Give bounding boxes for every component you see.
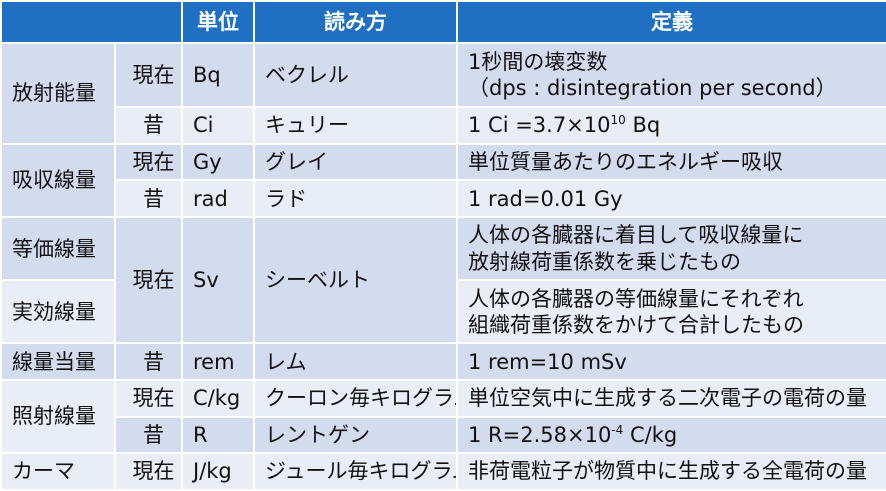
era-cell: 昔 — [114, 415, 183, 455]
definition-suffix: C/kg — [623, 422, 678, 447]
era-cell: 昔 — [114, 106, 183, 145]
table-row: 実効線量 人体の各臓器の等価線量にそれぞれ 組織荷重係数をかけて合計したもの — [0, 279, 886, 345]
header-blank — [0, 0, 183, 44]
reading-cell: グレイ — [253, 142, 458, 182]
definition-prefix: 1 R=2.58×10 — [468, 422, 612, 447]
definition-cell: 人体の各臓器の等価線量にそれぞれ 組織荷重係数をかけて合計したもの — [456, 279, 886, 345]
reading-cell: ベクレル — [253, 41, 458, 109]
table-row: 吸収線量 現在 Gy グレイ 単位質量あたりのエネルギー吸収 — [0, 142, 886, 219]
definition-cell: 1 Ci =3.7×1010 Bq — [456, 106, 886, 145]
unit-cell: rad — [181, 179, 255, 219]
unit-cell: rem — [181, 342, 255, 381]
definition-exponent: 10 — [610, 113, 626, 128]
header-reading: 読み方 — [253, 0, 458, 44]
reading-cell: シーベルト — [253, 216, 458, 345]
era-cell: 現在 — [114, 452, 183, 491]
era-cell: 現在 — [114, 41, 183, 109]
quantity-dose-equivalent: 線量当量 — [0, 342, 116, 381]
quantity-effective-dose: 実効線量 — [0, 279, 116, 345]
definition-prefix: 1 Ci =3.7×10 — [468, 113, 611, 138]
table-row: 放射能量 現在 Bq ベクレル 1秒間の壊変数 （dps : disintegr… — [0, 41, 886, 145]
unit-cell: C/kg — [181, 378, 255, 418]
era-cell: 現在 — [114, 216, 183, 345]
reading-cell: レム — [253, 342, 458, 381]
definition-cell: 1 rad=0.01 Gy — [456, 179, 886, 219]
definition-line: 人体の各臓器の等価線量にそれぞれ — [468, 286, 804, 311]
reading-cell: クーロン毎キログラム — [253, 378, 458, 418]
reading-cell: キュリー — [253, 106, 458, 145]
reading-cell: ジュール毎キログラム — [253, 452, 458, 491]
unit-cell: R — [181, 415, 255, 455]
definition-line: 1秒間の壊変数 — [468, 49, 608, 74]
unit-cell: Gy — [181, 142, 255, 182]
table-row: 昔 Ci キュリー 1 Ci =3.7×1010 Bq — [1, 106, 886, 145]
table-row: 昔 R レントゲン 1 R=2.58×10-4 C/kg — [1, 415, 886, 455]
definition-line: 組織荷重係数をかけて合計したもの — [468, 312, 804, 337]
quantity-kerma: カーマ — [0, 452, 116, 491]
definition-cell: 人体の各臓器に着目して吸収線量に 放射線荷重係数を乗じたもの — [456, 216, 886, 282]
header-row: 単位 読み方 定義 — [0, 0, 886, 44]
table-row: 照射線量 現在 C/kg クーロン毎キログラム 単位空気中に生成する二次電子の電… — [0, 378, 886, 455]
table-row: 昔 rad ラド 1 rad=0.01 Gy — [1, 179, 886, 219]
table-row: 線量当量 昔 rem レム 1 rem=10 mSv — [0, 342, 886, 381]
quantity-equivalent-dose: 等価線量 — [0, 216, 116, 282]
definition-line: 放射線荷重係数を乗じたもの — [468, 249, 741, 274]
quantity-radioactivity: 放射能量 — [0, 42, 116, 145]
definition-exponent: -4 — [611, 422, 624, 437]
definition-cell: 1 rem=10 mSv — [456, 342, 886, 381]
unit-cell: J/kg — [181, 452, 255, 491]
definition-cell: 1秒間の壊変数 （dps : disintegration per second… — [456, 41, 886, 109]
header-definition: 定義 — [456, 0, 886, 44]
definition-cell: 単位空気中に生成する二次電子の電荷の量 — [456, 378, 886, 418]
definition-cell: 1 R=2.58×10-4 C/kg — [456, 415, 886, 455]
unit-cell: Sv — [181, 216, 255, 345]
quantity-exposure: 照射線量 — [0, 378, 116, 455]
era-cell: 昔 — [114, 342, 183, 381]
reading-cell: ラド — [253, 179, 458, 219]
reading-cell: レントゲン — [253, 415, 458, 455]
table-row: 等価線量 現在 Sv シーベルト 人体の各臓器に着目して吸収線量に 放射線荷重係… — [0, 216, 886, 345]
era-cell: 昔 — [114, 179, 183, 219]
unit-cell: Bq — [181, 41, 255, 109]
era-cell: 現在 — [114, 142, 183, 182]
definition-line: 人体の各臓器に着目して吸収線量に — [468, 223, 804, 248]
era-cell: 現在 — [114, 378, 183, 418]
unit-cell: Ci — [181, 106, 255, 145]
definition-cell: 単位質量あたりのエネルギー吸収 — [456, 142, 886, 182]
quantity-absorbed-dose: 吸収線量 — [0, 142, 116, 219]
header-unit: 単位 — [181, 0, 255, 44]
table-row: カーマ 現在 J/kg ジュール毎キログラム 非荷電粒子が物質中に生成する全電荷… — [0, 452, 886, 491]
definition-cell: 非荷電粒子が物質中に生成する全電荷の量 — [456, 452, 886, 491]
definition-suffix: Bq — [625, 113, 661, 138]
definition-line: （dps : disintegration per second） — [468, 76, 837, 101]
